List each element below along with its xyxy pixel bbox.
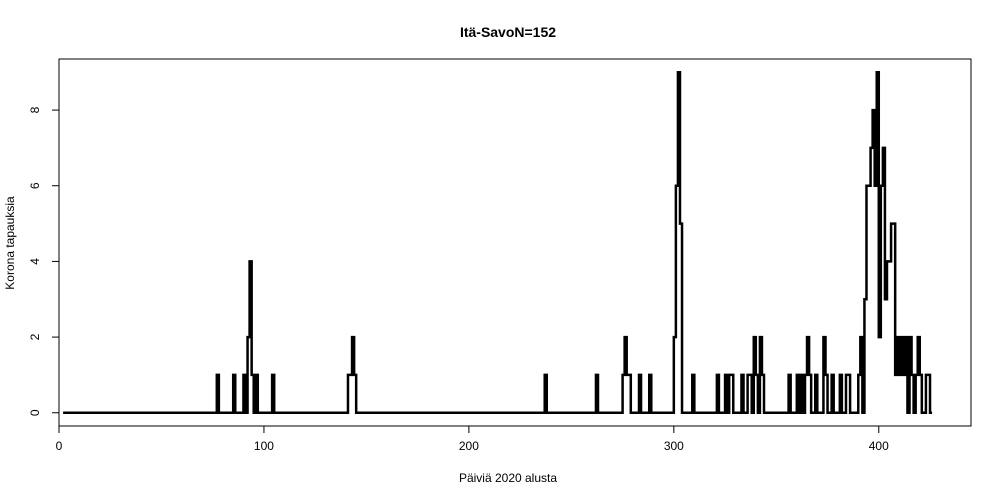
data-point (248, 260, 251, 263)
data-point (595, 374, 597, 376)
data-point (806, 336, 808, 338)
chart-title: Itä-SavoN=152 (460, 24, 556, 40)
data-point (927, 374, 929, 376)
data-point (857, 374, 860, 376)
y-axis: 0 2 4 6 8 (28, 106, 60, 416)
data-point (871, 109, 874, 111)
data-point (216, 374, 218, 376)
data-point (679, 222, 681, 225)
data-point (755, 374, 757, 376)
data-points (216, 71, 929, 376)
data-point (904, 336, 907, 338)
data-point (892, 222, 894, 225)
data-point (863, 298, 866, 301)
data-point (873, 184, 876, 187)
data-point (814, 374, 817, 376)
data-point (914, 374, 917, 376)
data-point (808, 374, 810, 376)
data-point (271, 374, 273, 376)
x-tick-label: 0 (56, 439, 63, 453)
data-point (822, 336, 825, 338)
data-point (242, 374, 245, 376)
data-point (824, 374, 827, 376)
y-tick-label: 6 (28, 182, 42, 189)
data-point (908, 336, 911, 338)
data-point (675, 184, 677, 187)
data-point (890, 222, 892, 225)
x-tick-label: 400 (869, 439, 889, 453)
data-point (349, 374, 351, 376)
data-point (759, 336, 761, 338)
data-point (351, 336, 353, 338)
data-point (724, 374, 726, 376)
data-point (232, 374, 235, 376)
y-tick-label: 8 (28, 106, 42, 113)
data-point (869, 147, 872, 149)
series-line (63, 70, 933, 415)
x-tick-label: 200 (459, 439, 479, 453)
data-point (638, 374, 640, 376)
data-point (627, 374, 630, 376)
data-point (648, 374, 651, 376)
data-point (746, 374, 749, 376)
data-point (673, 336, 675, 338)
data-point (691, 374, 694, 376)
data-point (246, 336, 249, 338)
y-tick-label: 4 (28, 258, 42, 265)
data-point (730, 374, 733, 376)
data-point (900, 336, 903, 338)
data-point (761, 374, 763, 376)
data-point (787, 374, 790, 376)
data-point (918, 374, 921, 376)
data-point (875, 71, 878, 74)
data-point (716, 374, 718, 376)
data-point (886, 260, 888, 263)
data-point (839, 374, 841, 376)
data-point (925, 374, 927, 376)
data-point (894, 374, 896, 376)
data-point (752, 336, 755, 338)
y-axis-label: Korona tapauksia (3, 196, 17, 290)
data-point (896, 336, 899, 338)
data-point (740, 374, 743, 376)
data-point (800, 374, 802, 376)
data-point (884, 298, 886, 301)
data-point (847, 374, 849, 376)
data-point (728, 374, 730, 376)
y-tick-label: 0 (28, 409, 42, 416)
x-tick-label: 100 (254, 439, 274, 453)
data-point (250, 374, 253, 376)
data-point (845, 374, 847, 376)
x-axis-label: Päiviä 2020 alusta (459, 471, 557, 485)
data-point (830, 374, 833, 376)
data-point (254, 374, 257, 376)
data-point (910, 374, 913, 376)
data-point (888, 260, 890, 263)
data-point (795, 374, 798, 376)
data-point (543, 374, 546, 376)
data-point (804, 374, 806, 376)
data-point (880, 184, 882, 187)
data-point (623, 336, 626, 338)
data-point (898, 374, 901, 376)
data-point (859, 336, 862, 338)
x-tick-label: 300 (664, 439, 684, 453)
y-tick-label: 2 (28, 333, 42, 340)
data-point (882, 147, 884, 149)
x-axis: 0 100 200 300 400 (56, 425, 889, 453)
data-point (865, 184, 868, 187)
plot-box (58, 58, 972, 427)
data-point (916, 336, 919, 338)
data-point (625, 374, 628, 376)
data-point (347, 374, 349, 376)
data-point (902, 374, 905, 376)
data-point (877, 336, 880, 338)
data-point (748, 374, 751, 376)
data-point (677, 71, 679, 74)
data-point (867, 184, 870, 187)
data-point (353, 374, 355, 376)
data-point (621, 374, 624, 376)
